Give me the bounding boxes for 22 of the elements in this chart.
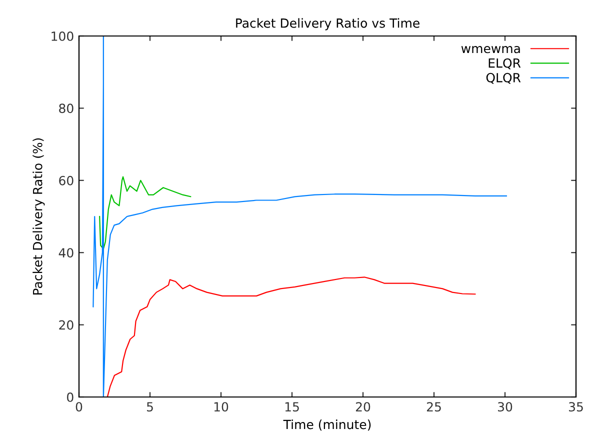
line-series [99, 176, 192, 250]
y-tick-label: 80 [59, 104, 74, 114]
y-tick-label: 0 [67, 392, 74, 402]
y-tick-label: 20 [59, 320, 74, 330]
x-tick-label: 10 [214, 402, 228, 412]
y-tick-label: 40 [58, 248, 74, 258]
line-series [106, 276, 476, 397]
x-tick-label: 35 [569, 402, 583, 412]
x-tick-label: 30 [498, 402, 512, 412]
x-tick-label: 25 [426, 402, 441, 412]
y-tick-label: 60 [59, 176, 74, 186]
x-axis-title: Time (minute) [283, 420, 371, 431]
x-tick-label: 20 [356, 402, 370, 412]
x-tick-label: 0 [76, 402, 82, 412]
chart-title: Packet Delivery Ratio vs Time [236, 18, 420, 30]
y-axis-title: Packet Delivery Ratio (%) [32, 138, 45, 294]
legend-label: ELQR [488, 58, 521, 70]
y-tick-label: 100 [52, 31, 74, 41]
legend-label: wmewma [461, 46, 520, 54]
legend-label: QLQR [486, 72, 521, 84]
x-tick-label: 5 [146, 402, 153, 412]
x-tick-label: 15 [285, 402, 299, 412]
